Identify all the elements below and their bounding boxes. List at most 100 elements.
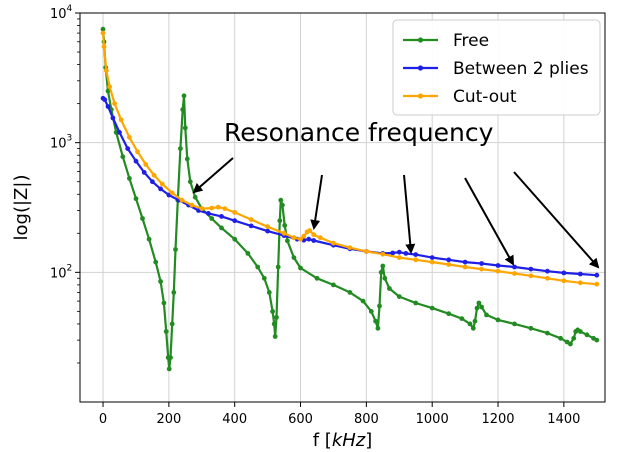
data-point [390, 250, 396, 256]
legend-label: Between 2 plies [453, 59, 589, 79]
data-point [117, 130, 122, 135]
x-tick-label: 1200 [481, 412, 514, 427]
data-point [181, 93, 187, 99]
data-point [306, 236, 312, 242]
data-point [291, 235, 297, 241]
data-point [568, 341, 573, 347]
data-point [141, 170, 147, 175]
data-point [396, 249, 402, 255]
data-point [169, 321, 175, 327]
data-point [512, 264, 517, 270]
data-point [545, 268, 550, 274]
data-point [561, 270, 567, 276]
data-point [101, 44, 107, 50]
data-point [291, 255, 297, 260]
y-tick-label: 102 [50, 263, 72, 281]
data-point [484, 312, 489, 318]
y-tick-exponent: 2 [67, 263, 73, 273]
data-point [107, 84, 112, 90]
data-point [307, 228, 313, 234]
data-point [280, 202, 285, 208]
data-point [512, 321, 517, 327]
annotation-arrow [192, 157, 234, 194]
legend-marker [417, 93, 424, 99]
data-point [126, 176, 132, 181]
data-point [255, 264, 261, 270]
annotation-group: Resonance frequency [192, 118, 600, 269]
y-tick-label: 103 [50, 134, 72, 152]
data-point [209, 205, 215, 211]
data-point [133, 196, 139, 202]
data-point [594, 272, 600, 278]
data-point [364, 249, 369, 254]
legend-marker [417, 65, 424, 71]
data-point [282, 223, 288, 228]
data-point [314, 275, 320, 281]
data-point [462, 264, 468, 270]
data-point [161, 300, 167, 306]
data-point [199, 206, 205, 212]
data-point [429, 255, 435, 260]
data-point [135, 149, 141, 155]
data-point [285, 238, 290, 244]
data-point [277, 218, 283, 224]
data-point [163, 329, 169, 334]
data-point [577, 280, 583, 286]
data-point [545, 330, 550, 336]
data-point [158, 279, 164, 284]
data-point [105, 104, 111, 109]
series-between-2-plies [100, 95, 600, 278]
data-point [271, 321, 277, 327]
data-point [413, 300, 419, 306]
data-point [470, 325, 476, 331]
data-point [347, 290, 353, 295]
data-point [594, 337, 600, 343]
plot-frame [79, 12, 606, 403]
data-point [100, 30, 106, 36]
data-point [281, 230, 287, 236]
data-point [159, 181, 165, 187]
data-point [133, 158, 139, 164]
data-point [248, 223, 254, 229]
data-point [331, 282, 336, 288]
legend-marker [417, 37, 424, 43]
series-line [101, 33, 597, 286]
data-point [232, 218, 238, 224]
data-point [571, 335, 577, 341]
data-point [378, 269, 384, 275]
data-point [184, 156, 190, 162]
data-point [265, 224, 270, 230]
data-point [403, 251, 409, 256]
y-tick-base: 10 [50, 266, 67, 281]
data-point [462, 259, 468, 265]
legend: Free Between 2 plies Cut-out [392, 19, 601, 116]
data-point [143, 162, 149, 167]
y-tick-base: 10 [50, 7, 67, 22]
x-tick-label: 1400 [547, 412, 580, 427]
data-point [100, 26, 106, 32]
data-point [446, 311, 452, 317]
data-point [278, 197, 284, 203]
series-cut-out [100, 30, 600, 287]
data-point [413, 257, 419, 263]
data-point [125, 146, 131, 152]
data-point [396, 255, 402, 260]
data-point [187, 179, 193, 185]
data-point [360, 298, 366, 304]
data-point [169, 190, 175, 196]
data-point [459, 316, 465, 321]
x-tick-label: 800 [354, 412, 379, 427]
x-axis-label-suffix: ] [365, 430, 372, 451]
data-point [446, 262, 452, 267]
data-point [495, 268, 501, 274]
y-tick-exponent: 3 [67, 134, 73, 144]
data-point [245, 251, 251, 256]
series-free [100, 26, 600, 372]
series-group [100, 26, 600, 372]
data-point [179, 197, 185, 203]
annotation-arrow [464, 177, 514, 266]
data-point [153, 259, 159, 265]
data-point [373, 318, 378, 324]
data-point [479, 304, 484, 310]
